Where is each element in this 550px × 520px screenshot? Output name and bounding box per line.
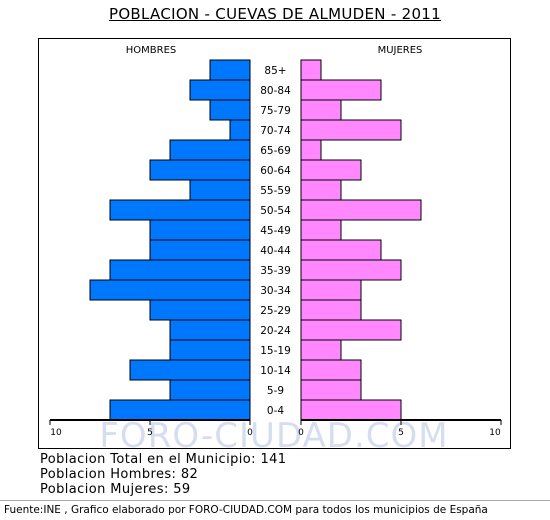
bar-men-85+ xyxy=(209,59,251,81)
x-tick-label-women: 5 xyxy=(398,428,404,438)
bar-men-50-54 xyxy=(109,199,251,221)
bar-men-45-49 xyxy=(149,219,251,241)
series-label-women: MUJERES xyxy=(378,45,423,56)
bar-women-50-54 xyxy=(300,199,422,221)
page-title: POBLACION - CUEVAS DE ALMUDEN - 2011 xyxy=(108,5,441,23)
age-group-label: 35-39 xyxy=(260,265,291,277)
bar-men-0-4 xyxy=(109,399,251,421)
bar-men-15-19 xyxy=(169,339,251,361)
bar-women-80-84 xyxy=(300,79,382,101)
population-pyramid-chart: FORO-CIUDAD.COM HOMBRES MUJERES 85+ 80-84 75-… xyxy=(38,38,511,449)
bar-men-25-29 xyxy=(149,299,251,321)
age-group-label: 55-59 xyxy=(260,185,291,197)
age-group-label: 75-79 xyxy=(260,105,291,117)
age-group-label: 65-69 xyxy=(260,145,291,157)
age-group-label: 60-64 xyxy=(260,165,291,177)
age-group-label: 25-29 xyxy=(260,305,291,317)
watermark-text: FORO-CIUDAD.COM xyxy=(99,416,448,448)
pyramid-svg: FORO-CIUDAD.COM HOMBRES MUJERES 85+ 80-84 75-… xyxy=(49,45,502,448)
bar-women-35-39 xyxy=(300,259,402,281)
footer-divider xyxy=(0,500,550,501)
x-tick-label-women: 10 xyxy=(489,428,501,438)
bar-women-85+ xyxy=(300,59,322,81)
bar-women-65-69 xyxy=(300,139,322,161)
bar-men-60-64 xyxy=(149,159,251,181)
x-tick-label-men: 10 xyxy=(50,428,62,438)
age-group-label: 30-34 xyxy=(260,285,291,297)
source-footer: Fuente:INE , Grafico elaborado por FORO-… xyxy=(4,504,488,516)
total-population-text: Poblacion Total en el Municipio: 141 xyxy=(40,452,287,467)
bar-men-80-84 xyxy=(189,79,251,101)
bar-women-75-79 xyxy=(300,99,342,121)
bar-men-5-9 xyxy=(169,379,251,401)
age-group-label: 10-14 xyxy=(260,365,291,377)
x-tick-label-women: 0 xyxy=(298,428,304,438)
bar-men-70-74 xyxy=(229,119,251,141)
age-group-label: 70-74 xyxy=(260,125,291,137)
bar-men-35-39 xyxy=(109,259,251,281)
bar-men-55-59 xyxy=(189,179,251,201)
age-group-label: 5-9 xyxy=(267,385,284,397)
age-group-label: 80-84 xyxy=(260,85,291,97)
bar-men-20-24 xyxy=(169,319,251,341)
series-label-men: HOMBRES xyxy=(126,45,177,56)
age-group-label: 85+ xyxy=(264,65,286,77)
bar-women-25-29 xyxy=(300,299,362,321)
bar-women-0-4 xyxy=(300,399,402,421)
bar-men-10-14 xyxy=(129,359,251,381)
age-group-label: 45-49 xyxy=(260,225,291,237)
men-population-text: Poblacion Hombres: 82 xyxy=(40,467,199,482)
bar-men-40-44 xyxy=(149,239,251,261)
age-group-label: 0-4 xyxy=(267,405,284,417)
x-tick-label-men: 0 xyxy=(247,428,253,438)
bar-women-55-59 xyxy=(300,179,342,201)
x-tick-label-men: 5 xyxy=(147,428,153,438)
bar-men-30-34 xyxy=(89,279,251,301)
age-group-label: 20-24 xyxy=(260,325,291,337)
bar-women-30-34 xyxy=(300,279,362,301)
age-group-label: 15-19 xyxy=(260,345,291,357)
bar-men-75-79 xyxy=(209,99,251,121)
bar-women-10-14 xyxy=(300,359,362,381)
bar-women-5-9 xyxy=(300,379,362,401)
women-population-text: Poblacion Mujeres: 59 xyxy=(40,482,191,497)
bar-women-15-19 xyxy=(300,339,342,361)
bar-women-20-24 xyxy=(300,319,402,341)
bar-men-65-69 xyxy=(169,139,251,161)
bar-women-70-74 xyxy=(300,119,402,141)
age-group-label: 50-54 xyxy=(260,205,291,217)
bar-women-60-64 xyxy=(300,159,362,181)
age-group-label: 40-44 xyxy=(260,245,291,257)
bar-women-45-49 xyxy=(300,219,342,241)
bar-women-40-44 xyxy=(300,239,382,261)
